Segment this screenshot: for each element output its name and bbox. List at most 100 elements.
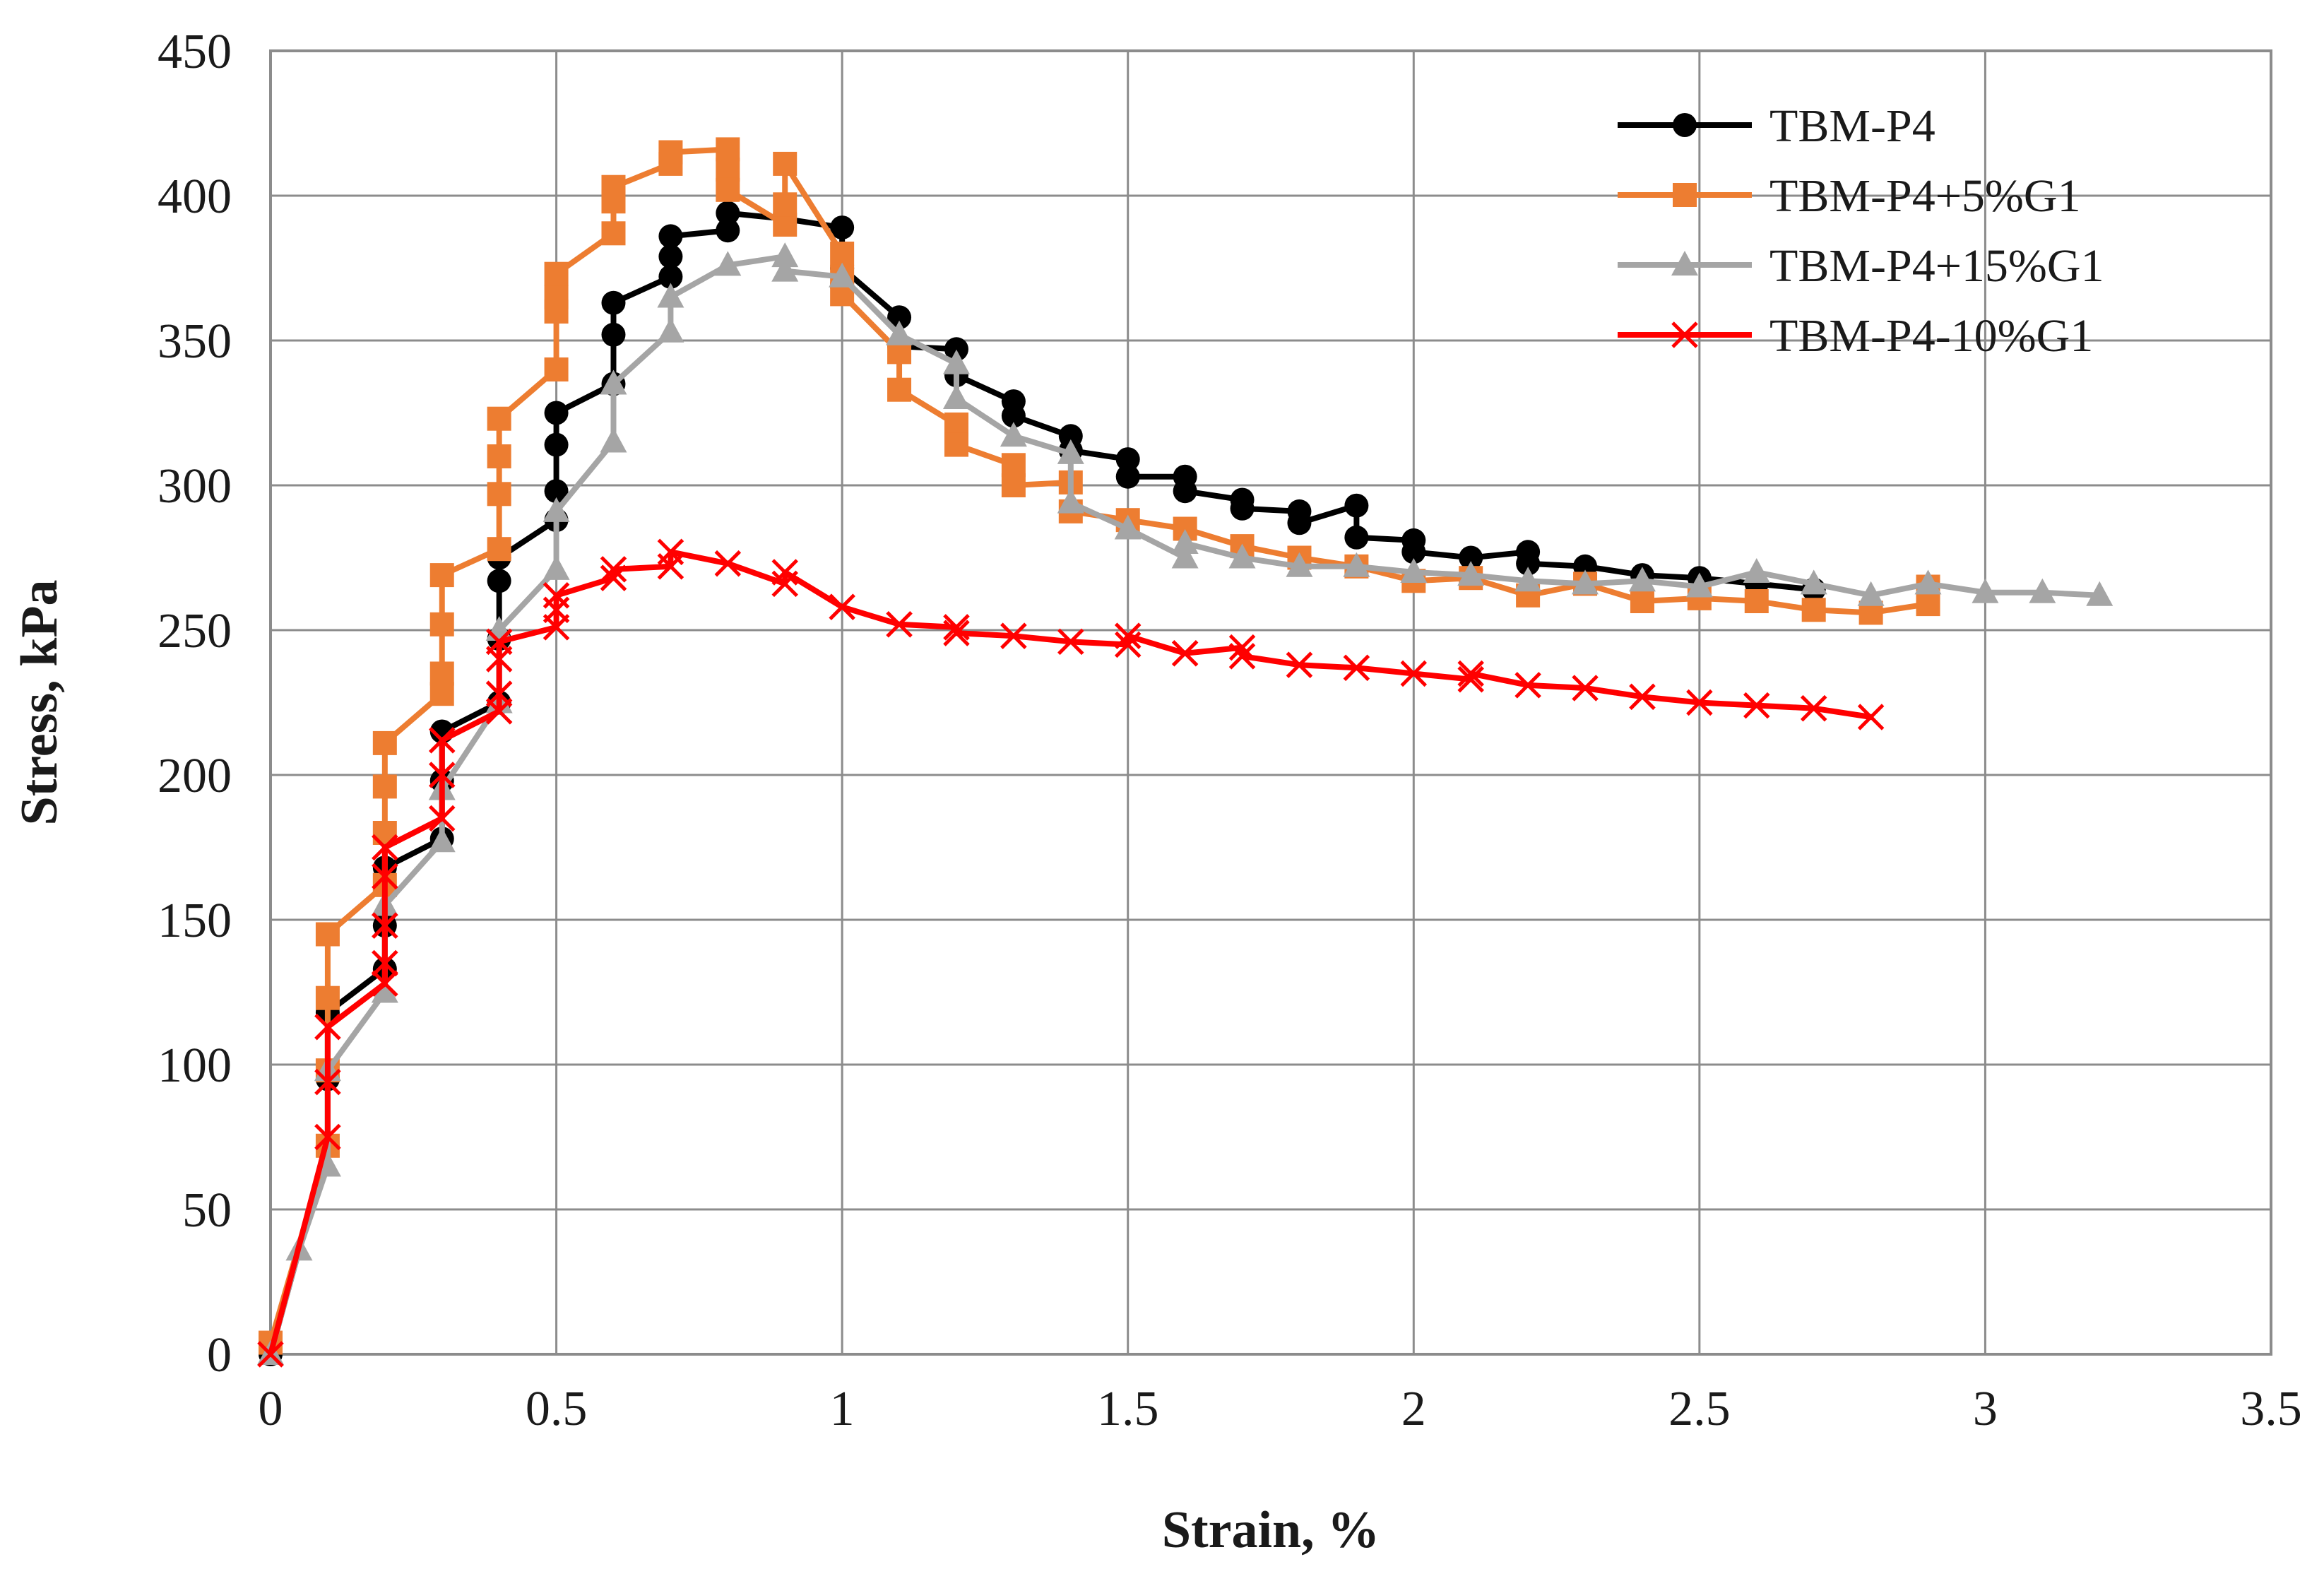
x-tick-label: 1.5 xyxy=(1097,1382,1159,1436)
data-point xyxy=(314,1123,341,1151)
data-point xyxy=(429,563,454,588)
y-tick-label: 400 xyxy=(158,170,232,224)
data-point xyxy=(1114,622,1142,649)
data-point xyxy=(658,244,683,269)
data-point xyxy=(1114,631,1142,658)
legend-label: TBM-P4+5%G1 xyxy=(1769,170,2081,222)
data-point xyxy=(1800,694,1827,722)
data-point xyxy=(658,224,683,249)
data-point xyxy=(600,427,627,453)
data-point xyxy=(429,682,454,706)
y-tick-label: 0 xyxy=(207,1328,232,1383)
data-point xyxy=(544,357,569,381)
legend-swatch-marker xyxy=(1673,113,1697,137)
data-point xyxy=(1628,567,1656,592)
y-tick-label: 250 xyxy=(158,604,232,658)
legend-label: TBM-P4+15%G1 xyxy=(1769,240,2104,292)
data-point xyxy=(771,559,798,586)
data-point xyxy=(1401,540,1426,564)
data-point xyxy=(487,569,511,593)
legend-item-tbm-p4-10-g1: TBM-P4-10%G1 xyxy=(1618,310,2093,362)
data-point xyxy=(372,949,398,977)
data-point xyxy=(487,444,511,468)
data-point xyxy=(1686,689,1713,716)
data-point xyxy=(487,406,511,431)
data-point xyxy=(771,256,799,282)
data-point xyxy=(372,970,398,997)
data-point xyxy=(944,337,968,362)
plot-area-frame xyxy=(269,49,2272,1356)
legend-label: TBM-P4-10%G1 xyxy=(1769,310,2093,362)
data-point xyxy=(1343,552,1370,577)
data-point xyxy=(657,538,684,566)
data-point xyxy=(1459,545,1483,570)
data-point xyxy=(1171,529,1199,554)
legend-label: TBM-P4 xyxy=(1769,100,1935,152)
data-point xyxy=(657,317,684,343)
data-point xyxy=(1914,569,1942,595)
data-point xyxy=(428,727,456,754)
x-tick-label: 2.5 xyxy=(1668,1382,1731,1436)
data-point xyxy=(544,401,569,425)
data-point xyxy=(1857,704,1885,730)
data-point xyxy=(1001,403,1026,428)
data-point xyxy=(1343,654,1370,682)
data-point xyxy=(601,322,626,347)
series-tbm-p4-10-g1 xyxy=(257,538,1885,1368)
data-point xyxy=(1800,569,1827,595)
data-point xyxy=(1516,551,1541,576)
x-tick-label: 2 xyxy=(1401,1382,1426,1436)
data-point xyxy=(1801,598,1826,622)
data-point xyxy=(1457,561,1485,586)
y-axis-title: Stress, kPa xyxy=(11,579,69,825)
data-point xyxy=(1230,496,1255,521)
data-point xyxy=(1000,422,1027,447)
data-point xyxy=(771,570,798,598)
data-point xyxy=(372,730,397,755)
data-point xyxy=(1457,660,1484,687)
x-tick-label: 3 xyxy=(1973,1382,1998,1436)
data-point xyxy=(943,620,970,646)
data-point xyxy=(1744,589,1769,613)
data-point xyxy=(543,497,570,522)
data-point xyxy=(544,479,569,504)
data-point xyxy=(829,593,855,620)
data-point xyxy=(1400,660,1428,687)
data-point xyxy=(372,834,398,861)
data-point xyxy=(657,283,684,308)
data-point xyxy=(487,537,511,562)
data-point xyxy=(1228,543,1256,569)
data-point xyxy=(716,218,740,243)
x-tick-label: 0 xyxy=(259,1382,283,1436)
data-point xyxy=(1114,514,1142,540)
x-axis-title: Strain, % xyxy=(1162,1501,1380,1559)
data-point xyxy=(1228,634,1256,661)
data-point xyxy=(886,611,913,638)
data-point xyxy=(1572,675,1599,701)
data-point xyxy=(429,612,454,637)
data-point xyxy=(600,556,627,583)
data-point xyxy=(1514,567,1542,592)
data-point xyxy=(1743,558,1770,583)
y-tick-label: 200 xyxy=(158,749,232,803)
data-point xyxy=(943,614,970,641)
data-point xyxy=(257,1341,284,1368)
data-point xyxy=(1344,525,1369,550)
data-point xyxy=(658,140,683,165)
data-point xyxy=(372,774,397,799)
data-point xyxy=(1630,589,1654,613)
legend-swatch-marker xyxy=(1671,321,1698,348)
data-point xyxy=(1286,651,1313,678)
data-point xyxy=(544,261,569,286)
data-point xyxy=(1057,439,1084,464)
data-point xyxy=(716,201,740,225)
data-point xyxy=(2029,578,2056,603)
data-point xyxy=(944,432,968,457)
data-point xyxy=(600,369,627,395)
data-point xyxy=(1286,552,1313,577)
data-point xyxy=(485,628,513,656)
data-point xyxy=(716,137,740,162)
data-point xyxy=(1685,572,1713,598)
